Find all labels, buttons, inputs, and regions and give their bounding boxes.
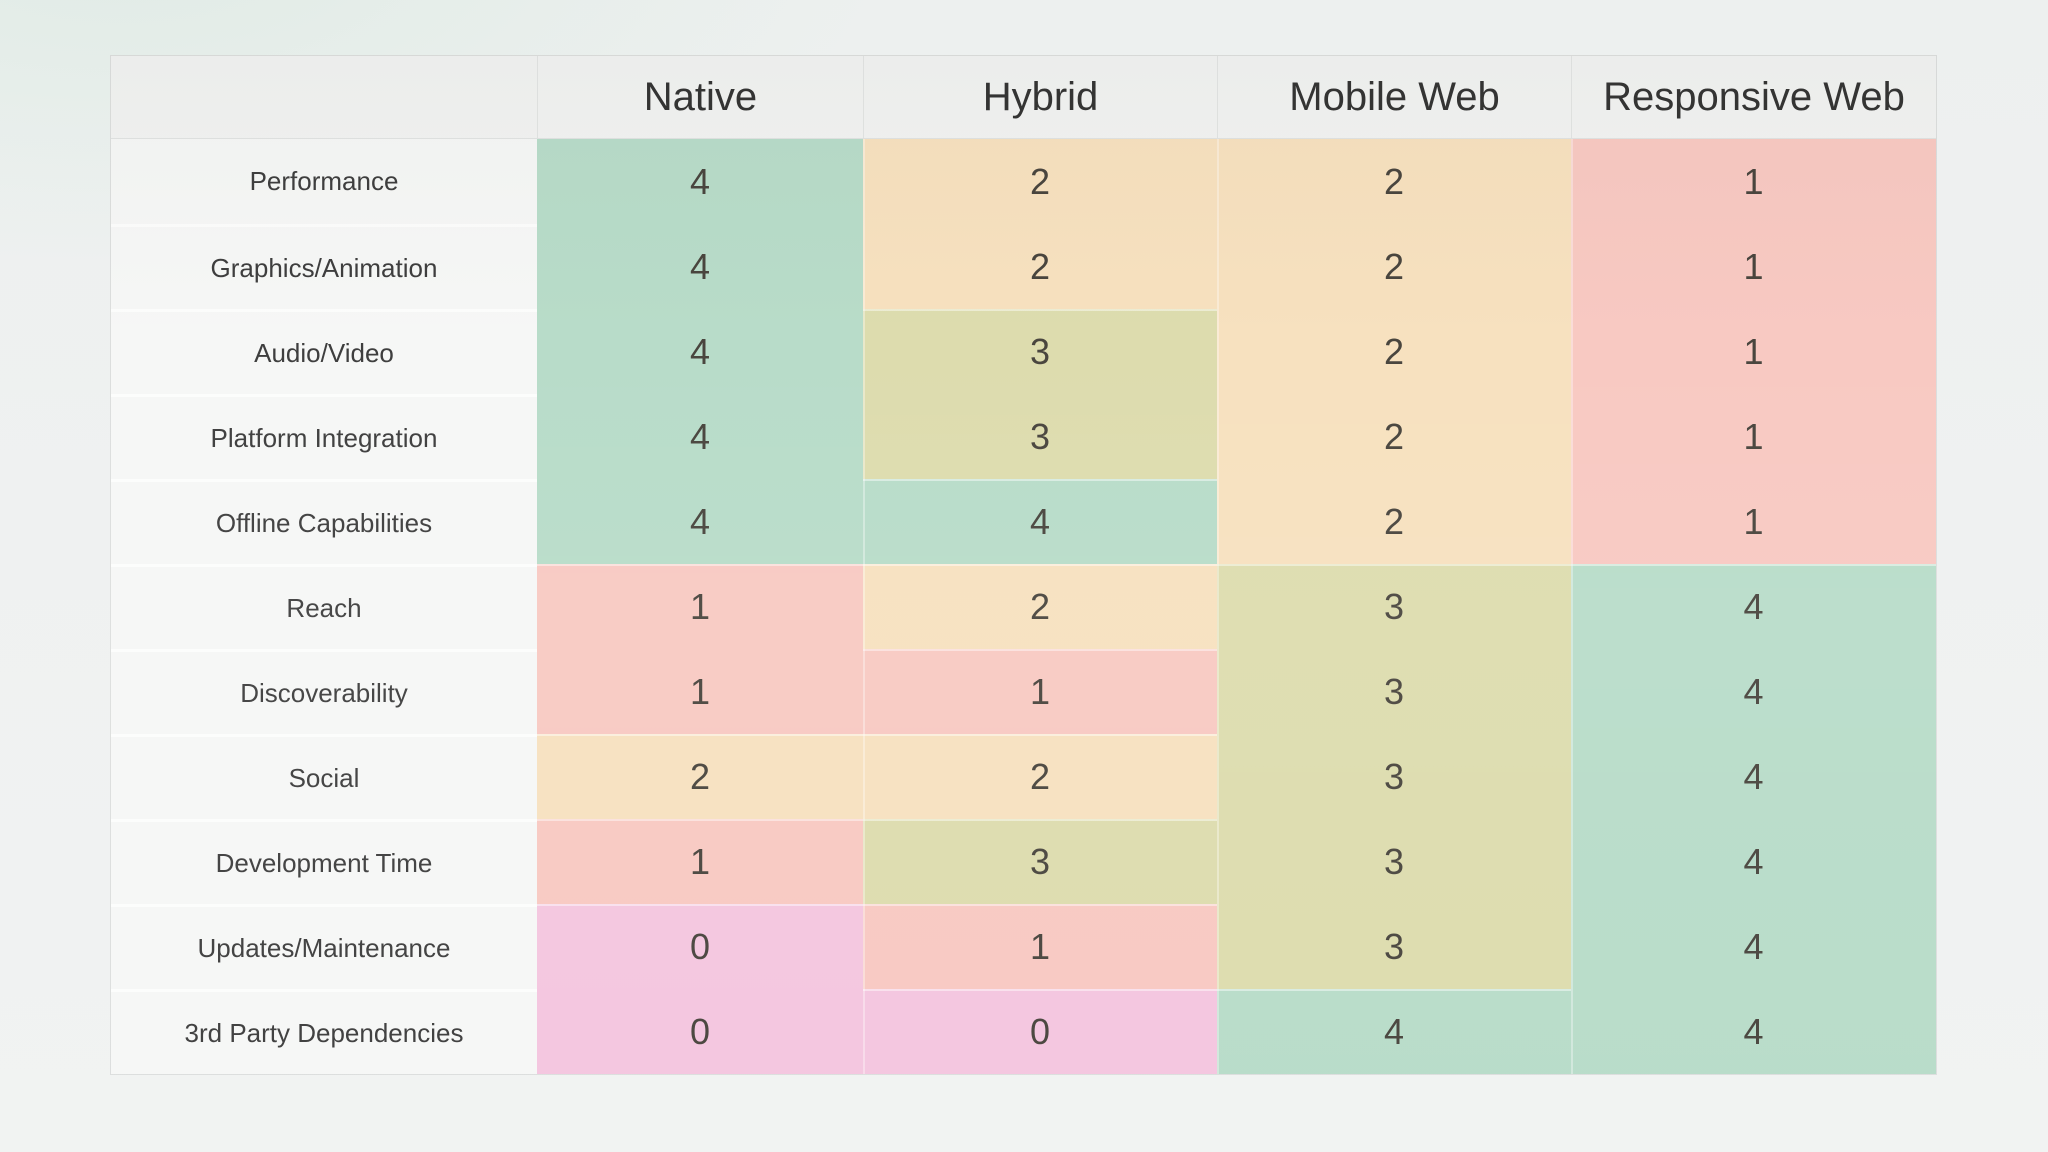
score-cell: 4 [1571, 989, 1936, 1074]
score-cell: 2 [863, 224, 1217, 309]
score-cell: 4 [1571, 819, 1936, 904]
score-cell: 1 [1571, 139, 1936, 224]
score-cell: 1 [1571, 479, 1936, 564]
column-header-hybrid: Hybrid [863, 56, 1217, 139]
row-label: Social [111, 734, 537, 819]
score-cell: 3 [1217, 734, 1571, 819]
score-cell: 4 [863, 479, 1217, 564]
score-cell: 0 [537, 904, 863, 989]
score-cell: 1 [863, 904, 1217, 989]
score-cell: 3 [1217, 904, 1571, 989]
score-cell: 2 [863, 564, 1217, 649]
score-cell: 3 [1217, 564, 1571, 649]
score-cell: 1 [1571, 309, 1936, 394]
score-cell: 4 [1217, 989, 1571, 1074]
column-header-mobile-web: Mobile Web [1217, 56, 1571, 139]
comparison-table: Native Hybrid Mobile Web Responsive Web … [110, 55, 1937, 1075]
score-cell: 2 [1217, 139, 1571, 224]
score-cell: 1 [863, 649, 1217, 734]
score-cell: 2 [863, 734, 1217, 819]
score-cell: 2 [1217, 394, 1571, 479]
score-cell: 3 [1217, 819, 1571, 904]
row-label: Development Time [111, 819, 537, 904]
score-cell: 1 [537, 649, 863, 734]
score-cell: 3 [1217, 649, 1571, 734]
score-cell: 2 [1217, 309, 1571, 394]
score-cell: 4 [1571, 649, 1936, 734]
score-cell: 4 [1571, 564, 1936, 649]
score-cell: 4 [537, 479, 863, 564]
score-cell: 4 [1571, 904, 1936, 989]
score-cell: 4 [537, 224, 863, 309]
score-cell: 4 [1571, 734, 1936, 819]
score-cell: 3 [863, 394, 1217, 479]
score-cell: 2 [863, 139, 1217, 224]
row-label: 3rd Party Dependencies [111, 989, 537, 1074]
score-cell: 1 [537, 564, 863, 649]
score-cell: 3 [863, 309, 1217, 394]
score-cell: 4 [537, 394, 863, 479]
row-label: Offline Capabilities [111, 479, 537, 564]
score-cell: 4 [537, 309, 863, 394]
row-label: Graphics/Animation [111, 224, 537, 309]
table-header: Native Hybrid Mobile Web Responsive Web [111, 56, 1936, 139]
row-label: Discoverability [111, 649, 537, 734]
score-cell: 0 [863, 989, 1217, 1074]
score-cell: 0 [537, 989, 863, 1074]
column-header-responsive-web: Responsive Web [1571, 56, 1936, 139]
row-label: Updates/Maintenance [111, 904, 537, 989]
row-label: Performance [111, 139, 537, 224]
score-cell: 3 [863, 819, 1217, 904]
score-cell: 2 [537, 734, 863, 819]
score-cell: 2 [1217, 224, 1571, 309]
column-header-native: Native [537, 56, 863, 139]
row-label: Reach [111, 564, 537, 649]
score-cell: 1 [1571, 224, 1936, 309]
corner-cell [111, 56, 537, 139]
header-row: Native Hybrid Mobile Web Responsive Web [111, 56, 1936, 139]
score-cell: 1 [1571, 394, 1936, 479]
score-cell: 2 [1217, 479, 1571, 564]
row-label: Audio/Video [111, 309, 537, 394]
score-cell: 1 [537, 819, 863, 904]
row-label: Platform Integration [111, 394, 537, 479]
score-cell: 4 [537, 139, 863, 224]
